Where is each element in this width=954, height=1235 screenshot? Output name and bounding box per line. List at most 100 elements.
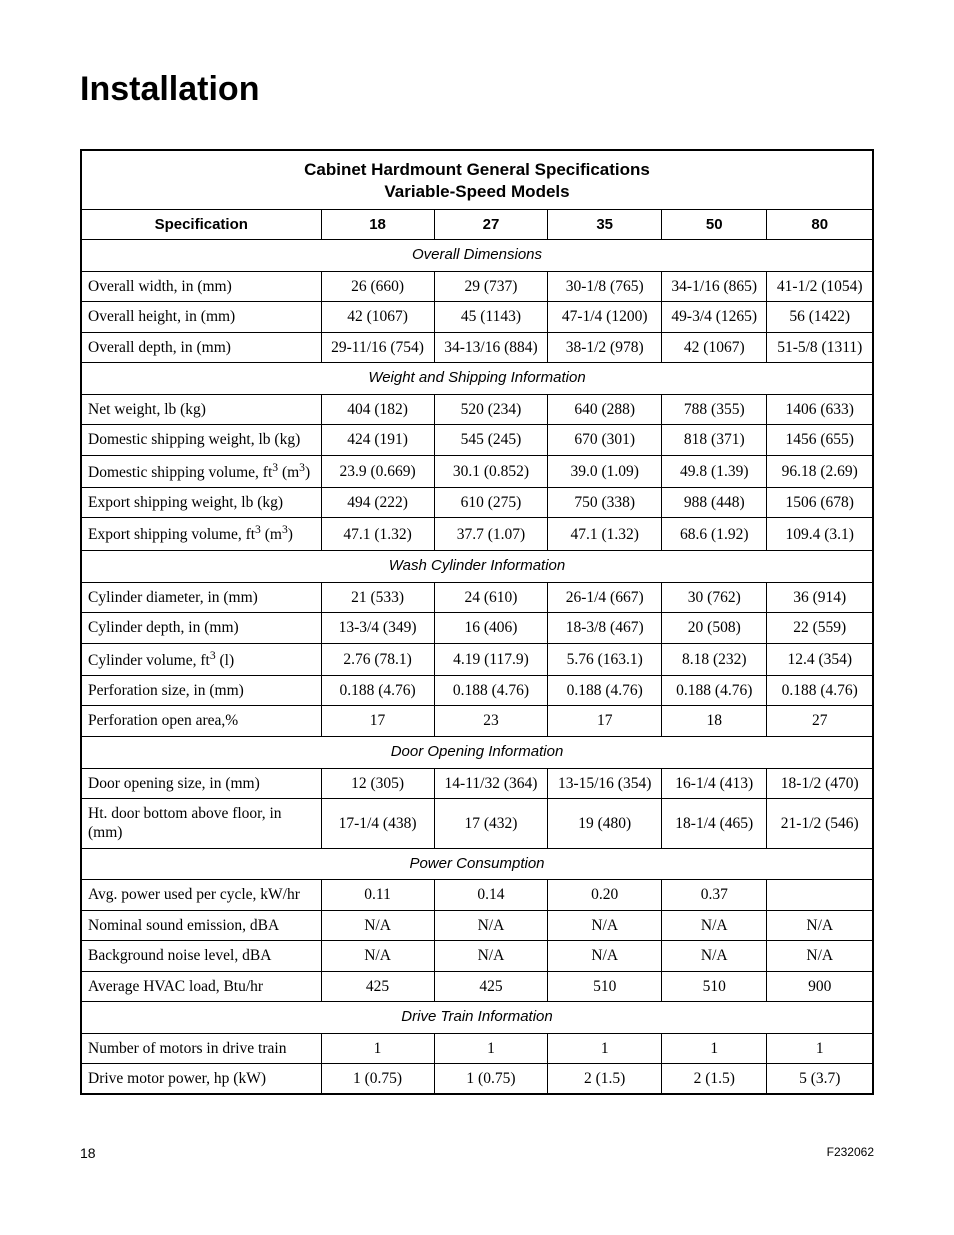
section-header: Door Opening Information [81, 736, 873, 768]
spec-value: 21 (533) [321, 582, 434, 612]
spec-value: 12 (305) [321, 768, 434, 798]
table-title-line1: Cabinet Hardmount General Specifications [304, 160, 650, 179]
section-header: Drive Train Information [81, 1001, 873, 1033]
spec-value: 1506 (678) [767, 488, 873, 518]
spec-label: Overall width, in (mm) [81, 271, 321, 301]
spec-value: 0.20 [548, 880, 662, 910]
spec-value: 19 (480) [548, 798, 662, 848]
spec-value: 988 (448) [662, 488, 767, 518]
spec-label: Overall height, in (mm) [81, 302, 321, 332]
spec-value: 425 [434, 971, 548, 1001]
spec-value: 425 [321, 971, 434, 1001]
spec-value: 47.1 (1.32) [321, 518, 434, 551]
spec-value: 750 (338) [548, 488, 662, 518]
spec-label: Perforation open area,% [81, 706, 321, 736]
spec-value: 21-1/2 (546) [767, 798, 873, 848]
table-row: Cylinder volume, ft3 (l)2.76 (78.1)4.19 … [81, 643, 873, 676]
spec-value: 1 [767, 1033, 873, 1063]
doc-number: F232062 [827, 1145, 874, 1161]
spec-value: 510 [662, 971, 767, 1001]
spec-value: N/A [548, 910, 662, 940]
spec-value: 47-1/4 (1200) [548, 302, 662, 332]
spec-value: 818 (371) [662, 425, 767, 455]
spec-value: 13-15/16 (354) [548, 768, 662, 798]
spec-value: 17 [321, 706, 434, 736]
spec-value: 18-1/4 (465) [662, 798, 767, 848]
spec-value: 788 (355) [662, 394, 767, 424]
spec-value: N/A [662, 941, 767, 971]
spec-value: 23 [434, 706, 548, 736]
spec-value: 16-1/4 (413) [662, 768, 767, 798]
spec-value: 42 (1067) [662, 332, 767, 362]
col-header-27: 27 [434, 210, 548, 240]
table-title: Cabinet Hardmount General Specifications… [81, 150, 873, 210]
spec-value: 47.1 (1.32) [548, 518, 662, 551]
spec-value: 18-3/8 (467) [548, 613, 662, 643]
spec-label: Cylinder volume, ft3 (l) [81, 643, 321, 676]
spec-label: Background noise level, dBA [81, 941, 321, 971]
spec-value: 520 (234) [434, 394, 548, 424]
spec-value: 30 (762) [662, 582, 767, 612]
spec-value: 36 (914) [767, 582, 873, 612]
section-header: Weight and Shipping Information [81, 363, 873, 395]
spec-value: 18 [662, 706, 767, 736]
spec-value: 26 (660) [321, 271, 434, 301]
col-header-spec: Specification [81, 210, 321, 240]
spec-value: 41-1/2 (1054) [767, 271, 873, 301]
col-header-80: 80 [767, 210, 873, 240]
spec-value: 45 (1143) [434, 302, 548, 332]
spec-value: 545 (245) [434, 425, 548, 455]
spec-value: 4.19 (117.9) [434, 643, 548, 676]
col-header-50: 50 [662, 210, 767, 240]
table-row: Overall height, in (mm)42 (1067)45 (1143… [81, 302, 873, 332]
spec-value: 0.37 [662, 880, 767, 910]
spec-value: 2.76 (78.1) [321, 643, 434, 676]
spec-value: 404 (182) [321, 394, 434, 424]
spec-value: N/A [548, 941, 662, 971]
spec-value: 2 (1.5) [662, 1064, 767, 1095]
spec-value: 68.6 (1.92) [662, 518, 767, 551]
spec-value: 37.7 (1.07) [434, 518, 548, 551]
spec-label: Export shipping weight, lb (kg) [81, 488, 321, 518]
spec-value: N/A [767, 941, 873, 971]
spec-label: Perforation size, in (mm) [81, 676, 321, 706]
spec-label: Number of motors in drive train [81, 1033, 321, 1063]
spec-value: 494 (222) [321, 488, 434, 518]
spec-value: 22 (559) [767, 613, 873, 643]
col-header-35: 35 [548, 210, 662, 240]
spec-value: 670 (301) [548, 425, 662, 455]
table-row: Domestic shipping volume, ft3 (m3)23.9 (… [81, 455, 873, 488]
spec-value: 0.188 (4.76) [548, 676, 662, 706]
spec-label: Domestic shipping volume, ft3 (m3) [81, 455, 321, 488]
spec-value: 16 (406) [434, 613, 548, 643]
spec-table: Cabinet Hardmount General Specifications… [80, 149, 874, 1095]
page-number: 18 [80, 1145, 96, 1161]
table-row: Overall depth, in (mm)29-11/16 (754)34-1… [81, 332, 873, 362]
spec-value: 42 (1067) [321, 302, 434, 332]
spec-value: 13-3/4 (349) [321, 613, 434, 643]
table-row: Avg. power used per cycle, kW/hr0.110.14… [81, 880, 873, 910]
spec-value: 26-1/4 (667) [548, 582, 662, 612]
spec-label: Door opening size, in (mm) [81, 768, 321, 798]
spec-value: 0.188 (4.76) [767, 676, 873, 706]
table-row: Perforation size, in (mm)0.188 (4.76)0.1… [81, 676, 873, 706]
spec-label: Cylinder depth, in (mm) [81, 613, 321, 643]
spec-value: 1406 (633) [767, 394, 873, 424]
spec-label: Nominal sound emission, dBA [81, 910, 321, 940]
spec-value: 17-1/4 (438) [321, 798, 434, 848]
spec-label: Drive motor power, hp (kW) [81, 1064, 321, 1095]
spec-label: Average HVAC load, Btu/hr [81, 971, 321, 1001]
col-header-18: 18 [321, 210, 434, 240]
section-header: Power Consumption [81, 848, 873, 880]
table-row: Export shipping weight, lb (kg)494 (222)… [81, 488, 873, 518]
spec-value: 0.188 (4.76) [662, 676, 767, 706]
spec-value: 1 (0.75) [434, 1064, 548, 1095]
spec-label: Export shipping volume, ft3 (m3) [81, 518, 321, 551]
spec-value: 0.188 (4.76) [434, 676, 548, 706]
page-footer: 18 F232062 [80, 1145, 874, 1161]
spec-value: N/A [662, 910, 767, 940]
section-header: Overall Dimensions [81, 240, 873, 272]
table-row: Door opening size, in (mm)12 (305)14-11/… [81, 768, 873, 798]
spec-value: 24 (610) [434, 582, 548, 612]
spec-value: 424 (191) [321, 425, 434, 455]
